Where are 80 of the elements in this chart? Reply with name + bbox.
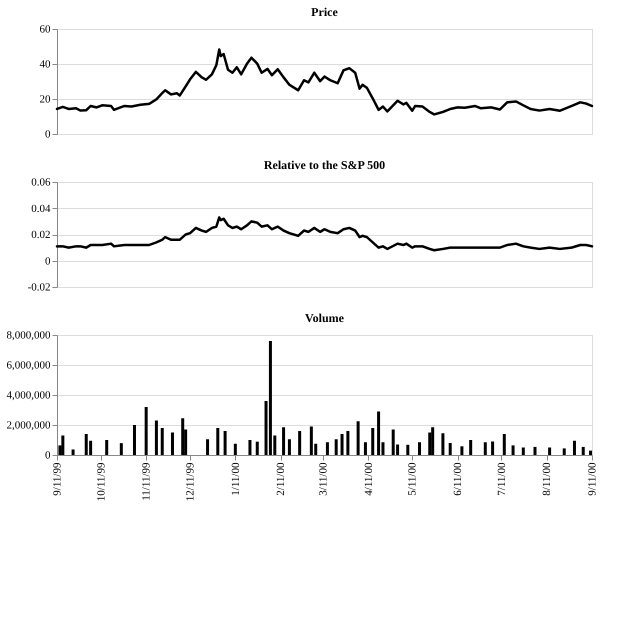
bar xyxy=(340,434,344,455)
y-tick-label: 0 xyxy=(45,128,51,140)
y-tick-label: 0.04 xyxy=(31,202,51,215)
y-tick-label: 60 xyxy=(40,24,51,36)
bar xyxy=(248,440,252,455)
bar xyxy=(334,439,338,455)
bar xyxy=(431,427,434,455)
x-tick-label: 5/11/00 xyxy=(406,462,419,496)
bar xyxy=(448,443,452,455)
bar xyxy=(460,446,464,455)
bar xyxy=(105,440,108,455)
x-tick-label: 3/11/00 xyxy=(318,462,330,496)
bar xyxy=(562,448,566,455)
bar xyxy=(469,440,472,455)
bar xyxy=(377,412,380,455)
bar xyxy=(371,428,374,455)
bar xyxy=(484,442,487,455)
bar xyxy=(364,442,367,455)
bar xyxy=(491,442,494,455)
chart-title: Volume xyxy=(305,311,345,325)
bar xyxy=(224,431,227,455)
bar xyxy=(572,440,576,455)
bar xyxy=(589,450,592,455)
bar xyxy=(181,418,184,455)
line-series xyxy=(56,216,594,252)
bar xyxy=(120,443,123,455)
bar xyxy=(406,444,410,455)
bar xyxy=(298,431,302,455)
bar xyxy=(418,442,422,455)
bar xyxy=(256,442,259,455)
x-tick-label: 10/11/99 xyxy=(95,462,108,502)
bar xyxy=(502,434,506,455)
bar xyxy=(72,449,75,455)
chart-title: Price xyxy=(311,5,338,19)
bar xyxy=(288,439,291,455)
y-tick-label: 2,000,000 xyxy=(6,420,51,432)
y-tick-label: 4,000,000 xyxy=(6,390,51,402)
x-tick-label: 8/11/00 xyxy=(541,462,554,496)
bar xyxy=(326,442,329,455)
y-tick-label: -0.02 xyxy=(28,282,50,294)
y-tick-label: 0.06 xyxy=(31,176,51,188)
bar xyxy=(154,420,158,455)
chart-title: Relative to the S&P 500 xyxy=(264,158,386,172)
y-tick-label: 0 xyxy=(45,450,51,462)
bar xyxy=(234,444,237,455)
bar xyxy=(548,448,552,455)
bar xyxy=(522,448,525,455)
x-tick-label: 11/11/99 xyxy=(140,462,153,501)
y-tick-label: 0.02 xyxy=(31,229,50,241)
x-tick-label: 9/11/00 xyxy=(586,462,598,496)
x-tick-label: 1/11/00 xyxy=(230,462,242,496)
bar xyxy=(441,433,444,455)
bar xyxy=(282,427,286,455)
x-tick-label: 4/11/00 xyxy=(362,462,375,496)
bar xyxy=(206,439,210,455)
bar xyxy=(84,434,88,455)
x-tick-label: 7/11/00 xyxy=(496,462,508,496)
bar xyxy=(310,426,313,455)
x-tick-label: 6/11/00 xyxy=(452,462,464,496)
bar xyxy=(582,446,585,455)
y-tick-label: 6,000,000 xyxy=(6,360,51,372)
x-tick-label: 12/11/99 xyxy=(184,462,197,502)
bar xyxy=(356,421,360,455)
y-tick-label: 8,000,000 xyxy=(6,330,51,342)
bar xyxy=(132,425,136,455)
bar xyxy=(61,436,64,455)
x-tick-label: 9/11/99 xyxy=(52,462,64,496)
line-series xyxy=(56,48,594,116)
bar xyxy=(216,428,220,455)
bar xyxy=(512,445,515,455)
x-tick-label: 2/11/00 xyxy=(275,462,288,496)
bar xyxy=(392,430,395,455)
bar xyxy=(346,431,350,455)
y-tick-label: 20 xyxy=(40,94,51,106)
bar xyxy=(160,428,164,455)
bar xyxy=(170,432,174,455)
y-tick-label: 0 xyxy=(45,255,51,268)
bar xyxy=(144,407,148,455)
bar xyxy=(533,446,536,455)
y-tick-label: 40 xyxy=(40,58,51,70)
